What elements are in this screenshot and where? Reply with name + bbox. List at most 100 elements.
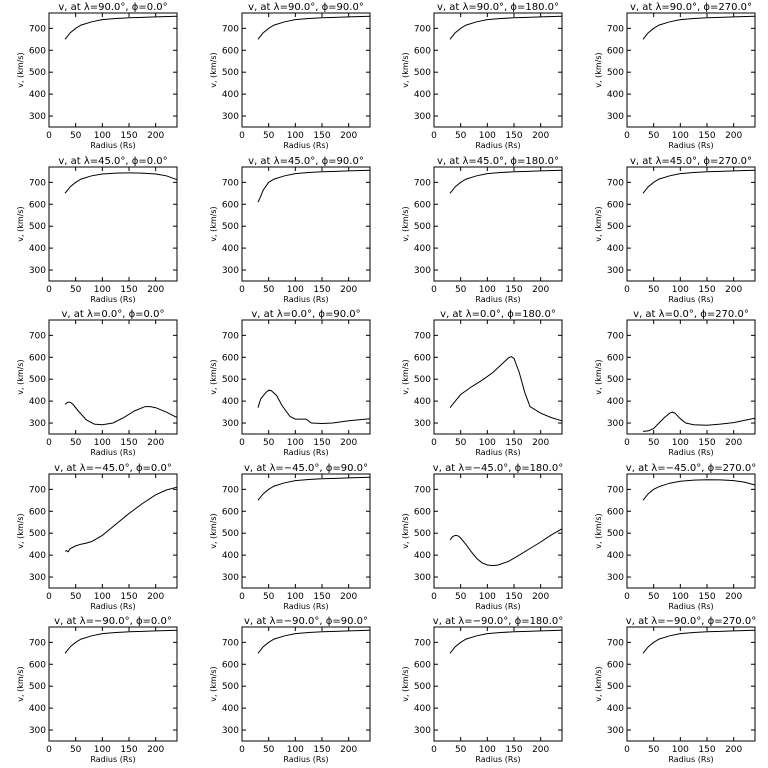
- y-tick-label: 500: [29, 68, 46, 78]
- y-tick-label: 400: [414, 244, 431, 254]
- y-tick-label: 500: [607, 529, 624, 539]
- y-tick-label: 300: [29, 726, 46, 736]
- series-line: [642, 169, 756, 194]
- x-tick-label: 100: [94, 745, 111, 755]
- y-tick-label: 400: [414, 397, 431, 407]
- y-tick-label: 500: [29, 529, 46, 539]
- y-axis-label: v, (km/s): [16, 52, 25, 87]
- y-tick-label: 700: [29, 331, 46, 341]
- x-tick-label: 150: [120, 131, 137, 141]
- x-axis-label: Radius (Rs): [90, 602, 135, 611]
- y-tick-label: 400: [607, 90, 624, 100]
- panel-title: v, at λ=45.0°, ϕ=180.0°: [437, 156, 559, 167]
- y-tick-label: 700: [29, 485, 46, 495]
- x-tick-label: 200: [532, 285, 549, 295]
- x-tick-label: 50: [70, 285, 82, 295]
- panel-title: v, at λ=0.0°, ϕ=0.0°: [62, 309, 165, 320]
- series-line: [257, 629, 371, 654]
- plot-frame: [48, 166, 178, 282]
- panel-8: v, at λ=45.0°, ϕ=270.0° 0 50 100 150 200 300 40…: [594, 156, 756, 304]
- x-axis-label: Radius (Rs): [475, 448, 520, 457]
- x-axis-label: Radius (Rs): [475, 755, 520, 764]
- y-tick-label: 700: [222, 485, 239, 495]
- series-line: [642, 411, 756, 432]
- y-tick-label: 300: [222, 573, 239, 583]
- y-tick-label: 500: [222, 529, 239, 539]
- x-tick-label: 0: [431, 438, 437, 448]
- x-tick-label: 50: [648, 592, 660, 602]
- y-tick-label: 300: [607, 726, 624, 736]
- plot-frame: [626, 166, 756, 282]
- y-tick-label: 500: [29, 222, 46, 232]
- y-tick-label: 400: [29, 551, 46, 561]
- panel-3: v, at λ=90.0°, ϕ=180.0° 0 50 100 150 200 300 40…: [401, 2, 563, 150]
- y-tick-label: 400: [29, 704, 46, 714]
- y-tick-label: 400: [222, 551, 239, 561]
- x-tick-label: 150: [120, 592, 137, 602]
- y-axis-label: v, (km/s): [401, 52, 410, 87]
- x-tick-label: 100: [94, 438, 111, 448]
- x-tick-label: 150: [313, 131, 330, 141]
- plot-frame: [433, 473, 563, 589]
- y-tick-label: 300: [607, 419, 624, 429]
- y-axis-label: v, (km/s): [16, 666, 25, 701]
- x-tick-label: 0: [239, 592, 245, 602]
- series-line: [64, 172, 178, 194]
- x-tick-label: 200: [532, 438, 549, 448]
- y-tick-label: 500: [414, 529, 431, 539]
- x-tick-label: 0: [239, 438, 245, 448]
- x-axis-label: Radius (Rs): [283, 295, 328, 304]
- panel-title: v, at λ=−90.0°, ϕ=90.0°: [244, 616, 368, 627]
- y-tick-label: 700: [222, 638, 239, 648]
- y-tick-label: 400: [29, 244, 46, 254]
- plot-frame: [433, 166, 563, 282]
- x-axis-label: Radius (Rs): [283, 448, 328, 457]
- y-tick-label: 300: [29, 573, 46, 583]
- x-tick-label: 150: [698, 745, 715, 755]
- x-axis-label: Radius (Rs): [475, 295, 520, 304]
- y-axis-label: v, (km/s): [209, 513, 218, 548]
- y-tick-label: 600: [222, 353, 239, 363]
- panel-title: v, at λ=−90.0°, ϕ=270.0°: [626, 616, 756, 627]
- series-line: [257, 15, 371, 40]
- series-line: [64, 401, 178, 426]
- y-tick-label: 400: [414, 551, 431, 561]
- y-tick-label: 600: [607, 200, 624, 210]
- x-tick-label: 50: [263, 131, 275, 141]
- x-tick-label: 0: [431, 131, 437, 141]
- x-tick-label: 0: [624, 285, 630, 295]
- y-tick-label: 600: [29, 660, 46, 670]
- y-axis-label: v, (km/s): [209, 52, 218, 87]
- x-tick-label: 0: [239, 285, 245, 295]
- x-axis-label: Radius (Rs): [283, 602, 328, 611]
- y-tick-label: 300: [222, 112, 239, 122]
- plot-frame: [241, 473, 371, 589]
- y-axis-label: v, (km/s): [401, 359, 410, 394]
- x-tick-label: 150: [505, 438, 522, 448]
- y-axis-label: v, (km/s): [16, 206, 25, 241]
- x-tick-label: 150: [313, 745, 330, 755]
- x-tick-label: 200: [340, 745, 357, 755]
- y-tick-label: 500: [29, 375, 46, 385]
- x-tick-label: 50: [70, 438, 82, 448]
- x-tick-label: 200: [340, 131, 357, 141]
- x-tick-label: 0: [239, 131, 245, 141]
- panel-title: v, at λ=−45.0°, ϕ=90.0°: [244, 463, 368, 474]
- x-tick-label: 50: [263, 592, 275, 602]
- panel-11: v, at λ=0.0°, ϕ=180.0° 0 50 100 150 200 300 400…: [401, 309, 563, 457]
- series-line: [642, 629, 756, 654]
- series-line: [64, 629, 178, 654]
- x-axis-label: Radius (Rs): [283, 141, 328, 150]
- x-tick-label: 200: [725, 592, 742, 602]
- x-tick-label: 50: [70, 131, 82, 141]
- x-tick-label: 50: [648, 438, 660, 448]
- series-line: [257, 476, 371, 501]
- series-line: [449, 528, 563, 567]
- y-tick-label: 300: [29, 419, 46, 429]
- x-tick-label: 200: [147, 131, 164, 141]
- panel-title: v, at λ=−45.0°, ϕ=0.0°: [54, 463, 172, 474]
- y-tick-label: 500: [607, 68, 624, 78]
- y-axis-label: v, (km/s): [401, 666, 410, 701]
- x-tick-label: 150: [505, 131, 522, 141]
- y-tick-label: 500: [222, 68, 239, 78]
